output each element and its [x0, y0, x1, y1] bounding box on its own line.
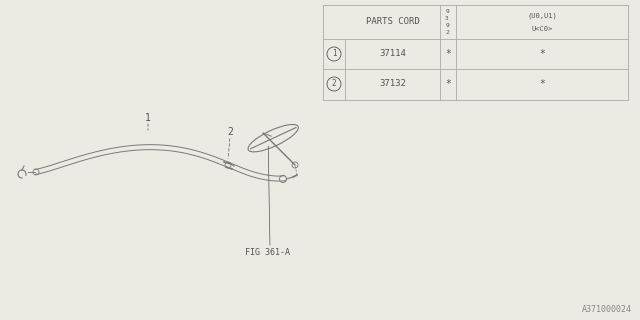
Text: 37132: 37132: [379, 79, 406, 89]
Text: *: *: [445, 49, 451, 59]
Text: 9: 9: [445, 23, 449, 28]
Text: 9: 9: [445, 9, 449, 14]
Text: 2: 2: [445, 30, 449, 35]
Bar: [323, 5, 628, 100]
Text: 2: 2: [332, 79, 336, 89]
Text: 2: 2: [227, 127, 233, 137]
Text: FIG 361-A: FIG 361-A: [245, 248, 290, 257]
Text: 37114: 37114: [379, 50, 406, 59]
Text: 1: 1: [145, 113, 151, 123]
Text: PARTS CORD: PARTS CORD: [365, 18, 419, 27]
Text: 1: 1: [332, 50, 336, 59]
Text: 3: 3: [445, 16, 449, 21]
Text: *: *: [539, 49, 545, 59]
Text: (U0,U1): (U0,U1): [527, 12, 557, 19]
Text: *: *: [445, 79, 451, 89]
Text: U<C0>: U<C0>: [531, 27, 552, 33]
Text: A371000024: A371000024: [582, 305, 632, 314]
Text: *: *: [539, 79, 545, 89]
